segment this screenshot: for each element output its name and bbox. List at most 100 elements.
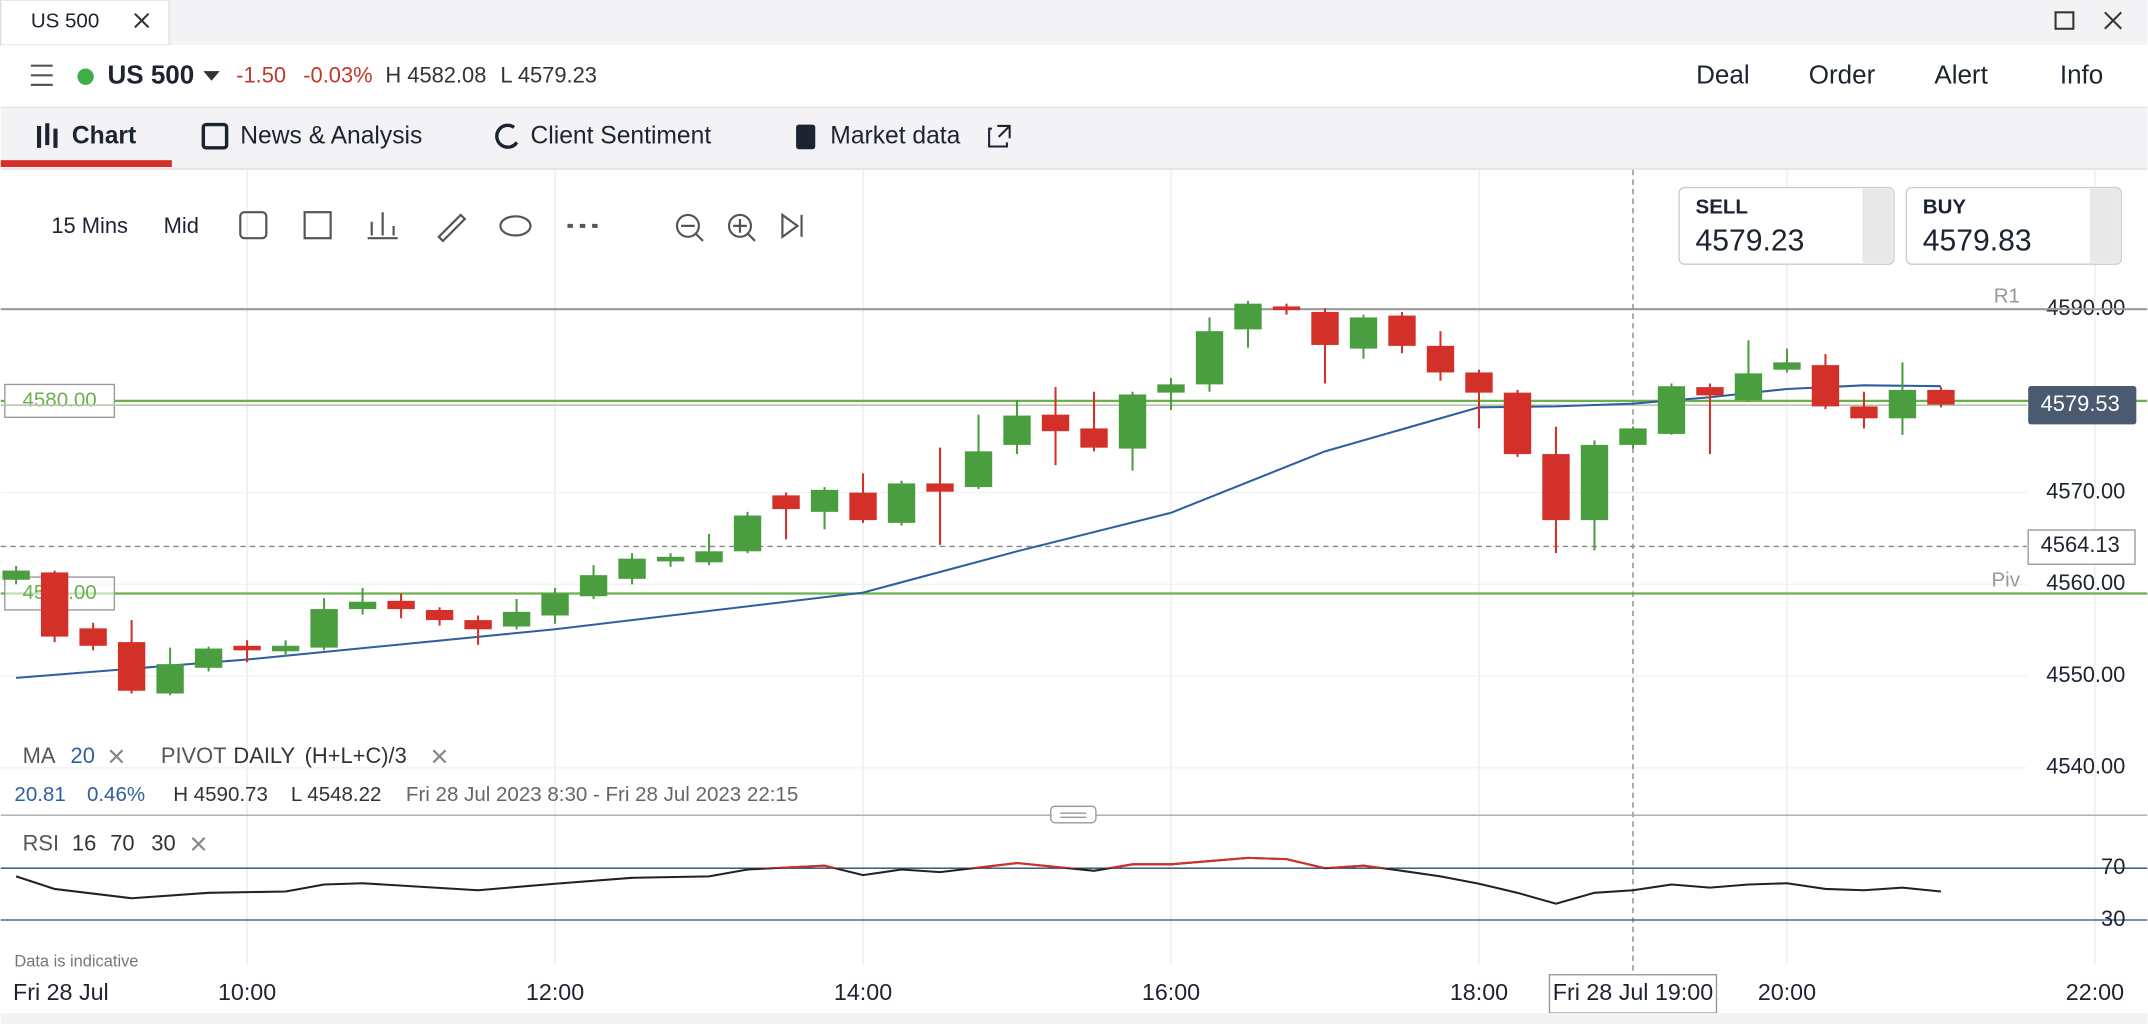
footer-note: Data is indicative bbox=[14, 953, 138, 971]
candle-body bbox=[502, 611, 531, 627]
zoom-out-icon[interactable] bbox=[675, 213, 700, 238]
candle-body bbox=[1118, 394, 1147, 449]
candle-body bbox=[1080, 428, 1108, 448]
pivot-label: PIVOT bbox=[161, 743, 227, 768]
period-change: 20.81 bbox=[14, 783, 65, 806]
candle-body bbox=[541, 593, 569, 616]
x-tick-label: 12:00 bbox=[526, 979, 584, 1005]
price-type[interactable]: Mid bbox=[164, 213, 199, 238]
remove-icon[interactable] bbox=[432, 749, 447, 764]
resize-handle[interactable] bbox=[1050, 805, 1097, 824]
moving-average bbox=[16, 384, 1941, 679]
close-icon[interactable] bbox=[134, 12, 150, 29]
candle-body bbox=[849, 492, 877, 521]
window-tab-title: US 500 bbox=[31, 9, 99, 32]
calendar-icon[interactable] bbox=[239, 211, 268, 240]
last-price-label: 4579.53 bbox=[2041, 391, 2120, 416]
candle-body bbox=[117, 642, 146, 691]
pivot-formula[interactable]: (H+L+C)/3 bbox=[305, 743, 407, 768]
change-pct: -0.03% bbox=[303, 62, 372, 87]
tab-bar bbox=[0, 108, 2148, 169]
tab-sentiment[interactable]: Client Sentiment bbox=[531, 122, 712, 149]
indicator-icon[interactable] bbox=[367, 212, 398, 240]
toolbar-glyphs bbox=[681, 212, 803, 242]
crosshair-y-tag bbox=[2027, 529, 2136, 565]
candle-body bbox=[1041, 414, 1070, 432]
buy-button[interactable] bbox=[1905, 186, 2122, 265]
tab-market-data[interactable]: Market data bbox=[830, 122, 960, 149]
candle-body bbox=[1465, 372, 1493, 393]
zoom-in-icon[interactable] bbox=[727, 213, 753, 238]
chart-icon bbox=[36, 123, 58, 148]
crosshair-x-tag bbox=[1548, 974, 1718, 1014]
buy-label: BUY bbox=[1923, 196, 1967, 219]
period-low: L 4548.22 bbox=[291, 783, 382, 806]
day-low: L 4579.23 bbox=[500, 62, 597, 87]
y-tick-label: 4540.00 bbox=[2046, 754, 2125, 779]
rsi-period[interactable]: 16 bbox=[72, 830, 96, 855]
close-window-icon[interactable] bbox=[2104, 11, 2122, 30]
rsi-lower[interactable]: 30 bbox=[151, 830, 175, 855]
candle-body bbox=[887, 483, 916, 523]
tab-news[interactable]: News & Analysis bbox=[240, 122, 422, 149]
toolbar-icons bbox=[239, 211, 803, 243]
caret[interactable] bbox=[203, 71, 220, 81]
scrollbar[interactable] bbox=[0, 1013, 2148, 1024]
candle-body bbox=[464, 620, 492, 630]
candle-body bbox=[1888, 389, 1917, 419]
x-tick-label: 10:00 bbox=[218, 979, 276, 1005]
period-range: Fri 28 Jul 2023 8:30 - Fri 28 Jul 2023 2… bbox=[406, 783, 798, 806]
layout-icon[interactable] bbox=[303, 211, 332, 240]
x-tick-label: 18:00 bbox=[1450, 979, 1508, 1005]
candle-body bbox=[1311, 311, 1339, 345]
info-button[interactable]: Info bbox=[2060, 60, 2103, 90]
status-dot bbox=[77, 68, 94, 85]
menu-icon[interactable] bbox=[30, 64, 53, 86]
market-icon bbox=[796, 124, 816, 150]
candle-body bbox=[1157, 384, 1185, 393]
remove-icon[interactable] bbox=[109, 749, 124, 764]
candle-body bbox=[194, 648, 223, 668]
candle-body bbox=[1734, 373, 1763, 400]
crosshair-x-label: Fri 28 Jul 19:00 bbox=[1553, 979, 1713, 1005]
candle-body bbox=[618, 558, 646, 579]
interval[interactable]: 15 Mins bbox=[51, 213, 128, 238]
view-icon[interactable] bbox=[499, 215, 532, 237]
candle-body bbox=[964, 451, 993, 488]
sell-button[interactable] bbox=[1678, 186, 1895, 265]
maximize-icon[interactable] bbox=[2054, 11, 2075, 30]
candle-body bbox=[733, 515, 762, 552]
rsi-upper[interactable]: 70 bbox=[110, 830, 134, 855]
buy-price: 4579.83 bbox=[1923, 224, 2032, 257]
sell-price: 4579.23 bbox=[1696, 224, 1805, 257]
ma-period[interactable]: 20 bbox=[71, 743, 95, 768]
instrument[interactable]: US 500 bbox=[107, 60, 194, 90]
candle-body bbox=[2, 570, 30, 580]
rsi-tick-label: 70 bbox=[2101, 854, 2125, 879]
sell-label: SELL bbox=[1696, 196, 1748, 219]
pivot-period[interactable]: DAILY bbox=[233, 743, 295, 768]
deal-button[interactable]: Deal bbox=[1696, 60, 1749, 90]
alert-button[interactable]: Alert bbox=[1934, 60, 1988, 90]
x-tick-label: 14:00 bbox=[834, 979, 892, 1005]
level-name: Piv bbox=[1991, 569, 2020, 592]
candle-body bbox=[926, 483, 954, 492]
buy-strip bbox=[2089, 188, 2120, 263]
candle-body bbox=[271, 645, 300, 652]
header bbox=[0, 45, 2148, 109]
candle-body bbox=[1003, 415, 1031, 445]
x-tick-label: 16:00 bbox=[1142, 979, 1200, 1005]
draw-icon[interactable] bbox=[437, 213, 467, 243]
crosshair-y-label: 4564.13 bbox=[2041, 532, 2120, 557]
candle-body bbox=[1388, 315, 1416, 346]
candle-body bbox=[1619, 428, 1647, 445]
candle-body bbox=[387, 600, 415, 610]
order-button[interactable]: Order bbox=[1809, 60, 1876, 90]
tab-chart[interactable]: Chart bbox=[72, 122, 136, 149]
candle-body bbox=[695, 551, 723, 563]
remove-icon[interactable] bbox=[191, 837, 206, 851]
candle-body bbox=[1850, 406, 1878, 419]
candle-body bbox=[156, 664, 184, 694]
date-label: Fri 28 Jul bbox=[13, 979, 109, 1005]
